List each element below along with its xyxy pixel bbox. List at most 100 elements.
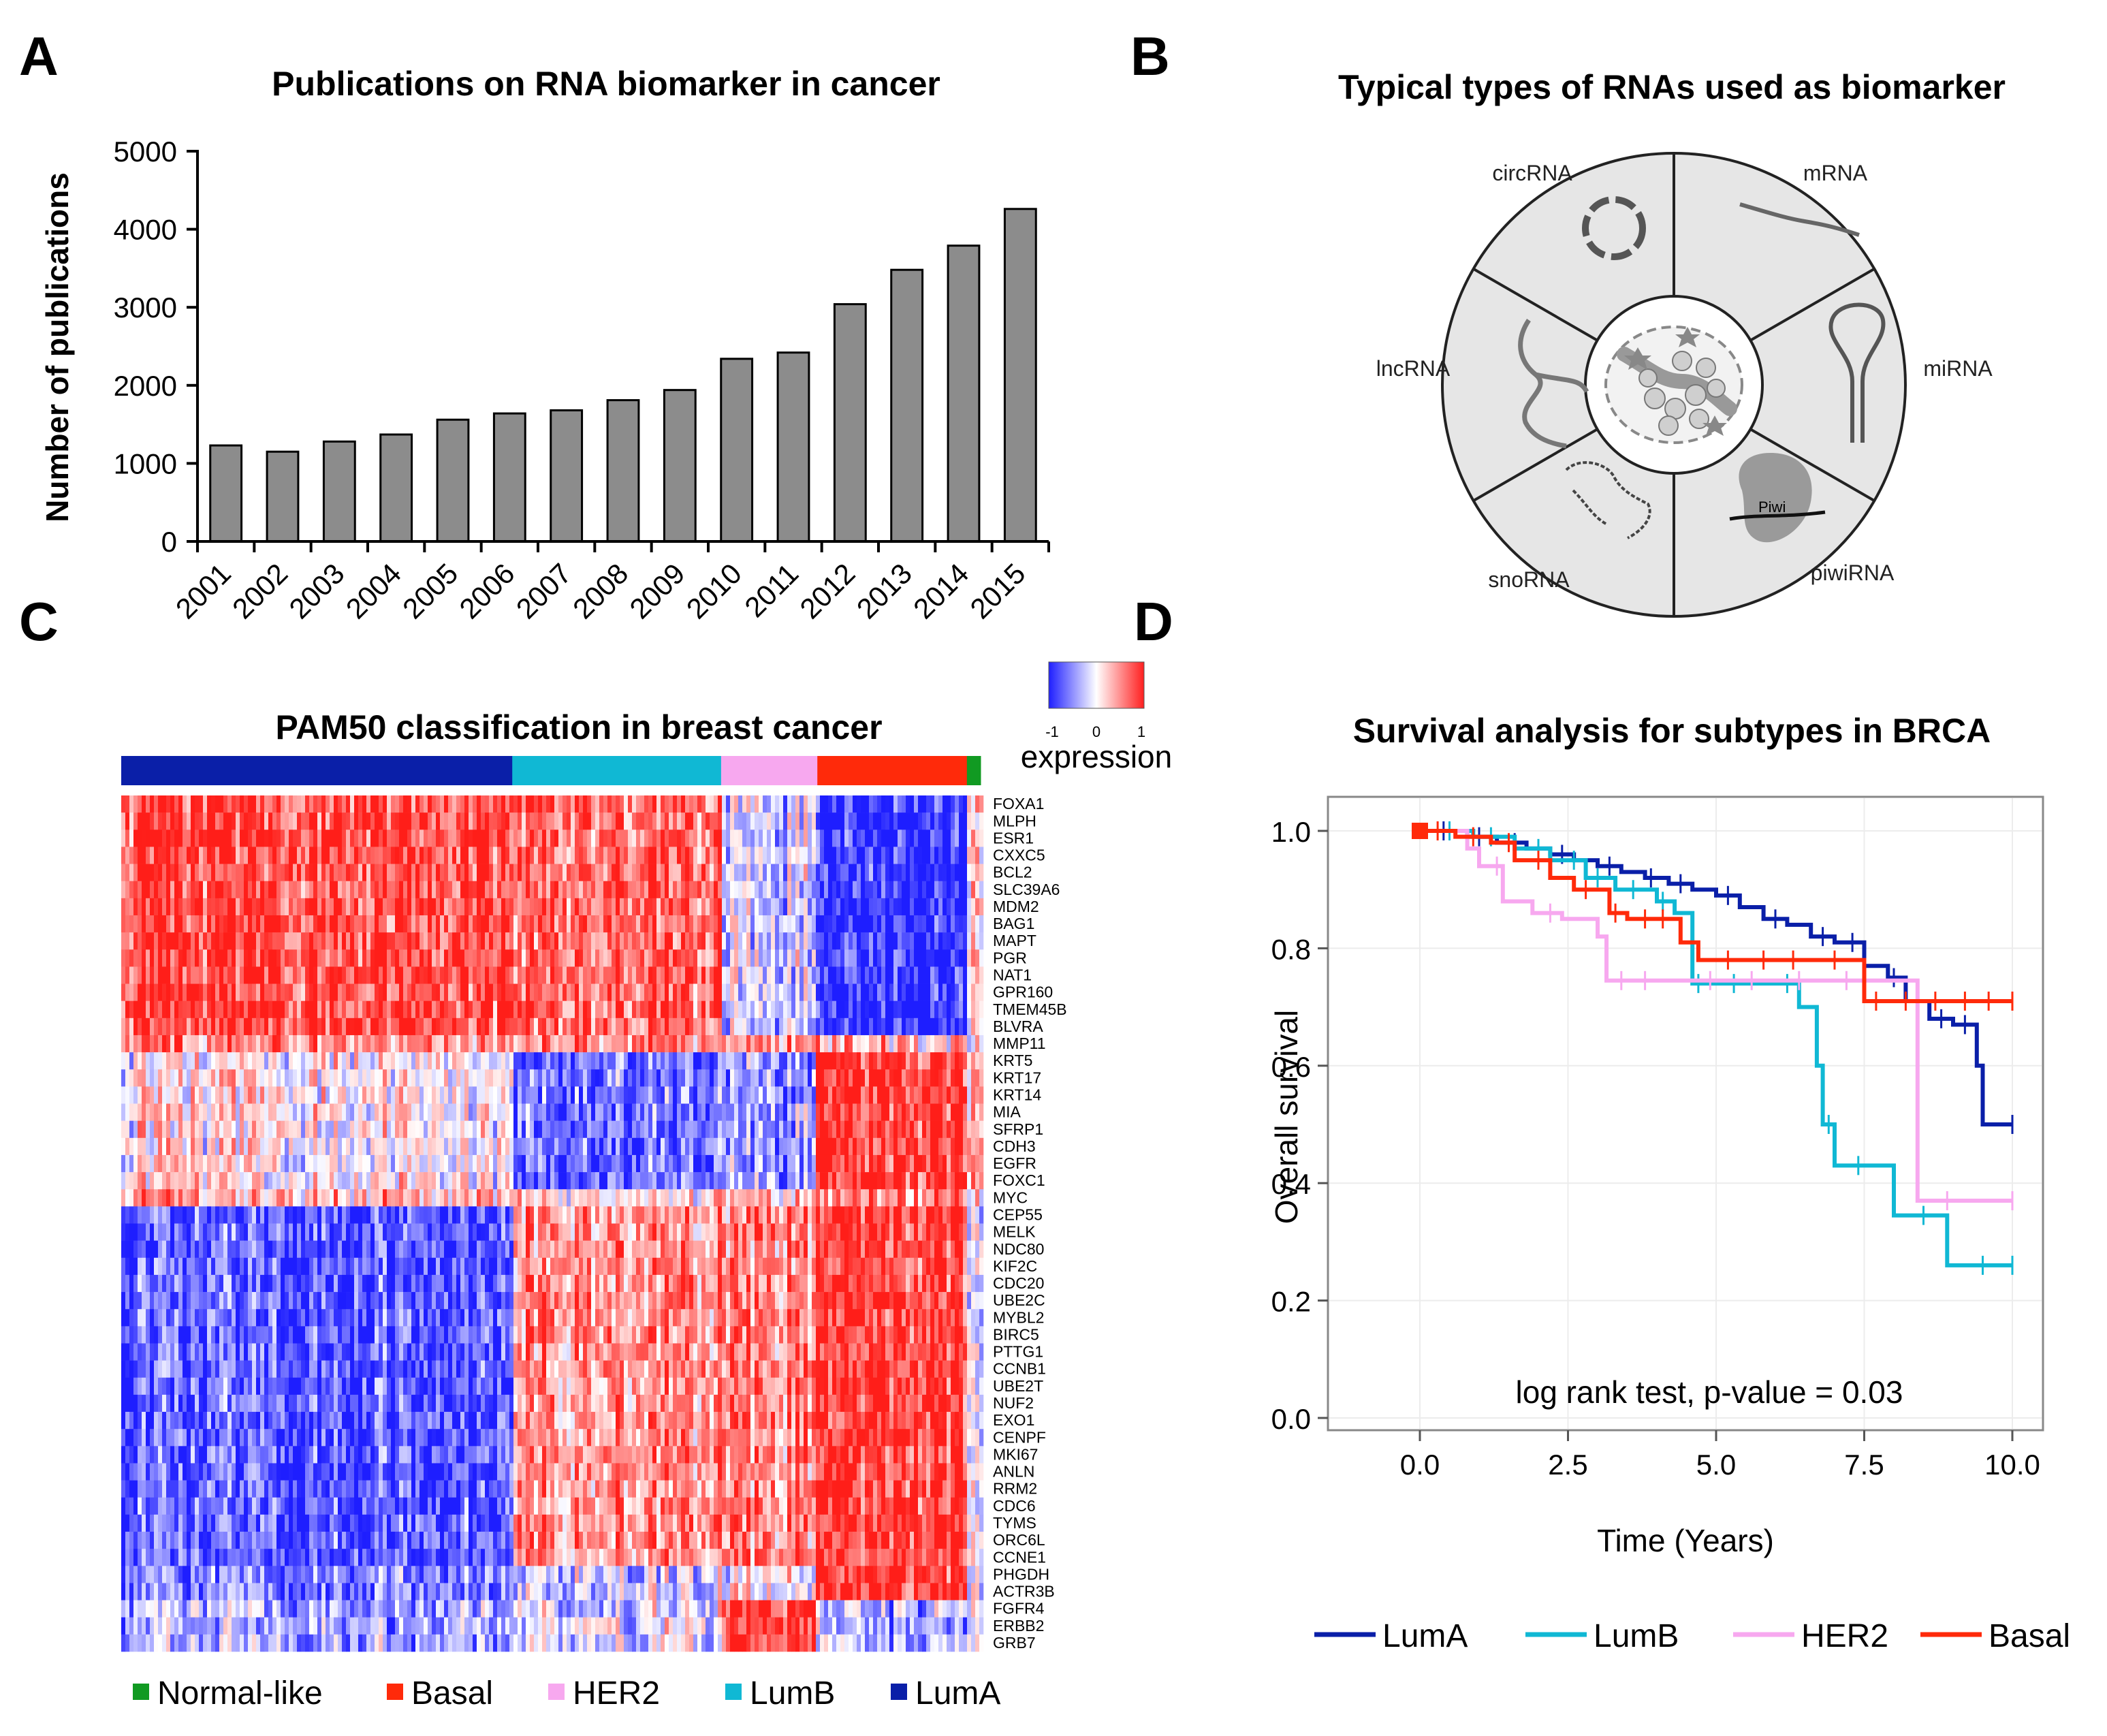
heatmap-cell (473, 1172, 477, 1190)
heatmap-cell (285, 1360, 289, 1378)
heatmap-cell (419, 915, 424, 933)
heatmap-cell (362, 1240, 367, 1259)
heatmap-cell (375, 1103, 379, 1121)
heatmap-cell (187, 1600, 191, 1618)
heatmap-cell (121, 1257, 126, 1276)
heatmap-cell (301, 1394, 306, 1413)
heatmap-cell (142, 1206, 146, 1224)
heatmap-cell (481, 1514, 486, 1532)
heatmap-cell (326, 1120, 330, 1139)
heatmap-cell (301, 1566, 306, 1583)
bar (322, 440, 356, 543)
heatmap-cell (407, 1343, 412, 1361)
heatmap-cell (248, 1069, 253, 1087)
heatmap-cell (432, 1052, 437, 1070)
heatmap-cell (252, 1429, 257, 1447)
heatmap-cell (236, 864, 240, 881)
heatmap-cell (183, 949, 187, 967)
heatmap-cell (178, 966, 183, 984)
heatmap-cell (272, 1514, 277, 1532)
heatmap-cell (379, 1274, 383, 1293)
heatmap-cell (469, 1463, 473, 1481)
heatmap-cell (281, 915, 285, 933)
heatmap-cell (174, 1429, 179, 1447)
heatmap-cell (362, 1617, 367, 1635)
heatmap-cell (244, 966, 249, 984)
heatmap-cell (187, 1052, 191, 1070)
heatmap-cell (219, 898, 224, 916)
heatmap-cell (444, 1000, 449, 1019)
subtype-bar-segment (121, 756, 513, 785)
heatmap-cell (460, 1480, 465, 1498)
heatmap-cell (415, 1137, 420, 1156)
heatmap-cell (346, 1137, 351, 1156)
heatmap-cell (452, 949, 457, 967)
heatmap-cell (223, 983, 228, 1001)
heatmap-cell (158, 1600, 163, 1618)
heatmap-cell (183, 812, 187, 830)
heatmap-cell (236, 1326, 240, 1344)
heatmap-cell (260, 1154, 265, 1173)
heatmap-cell (183, 966, 187, 984)
heatmap-cell (452, 915, 457, 933)
heatmap-cell (289, 795, 294, 813)
heatmap-cell (309, 1120, 314, 1139)
heatmap-cell (215, 830, 220, 847)
x-tick-label: 2013 (851, 557, 918, 625)
heatmap-cell (207, 915, 212, 933)
heatmap-cell (473, 1017, 477, 1036)
heatmap-cell (174, 864, 179, 881)
heatmap-cell (448, 1394, 453, 1413)
heatmap-cell (268, 1120, 273, 1139)
heatmap-cell (326, 1257, 330, 1276)
heatmap-cell (191, 1103, 195, 1121)
heatmap-cell (248, 1326, 253, 1344)
heatmap-cell (436, 1223, 441, 1241)
heatmap-cell (174, 1137, 179, 1156)
heatmap-cell (268, 1412, 273, 1430)
heatmap-cell (142, 1137, 146, 1156)
subtype-bar-segment (512, 756, 722, 785)
heatmap-cell (240, 1172, 244, 1190)
heatmap-cell (236, 1103, 240, 1121)
heatmap-cell (121, 1154, 126, 1173)
heatmap-cell (301, 1532, 306, 1549)
heatmap-cell (305, 1446, 310, 1464)
heatmap-cell (317, 1292, 322, 1310)
heatmap-cell (232, 1240, 236, 1259)
heatmap-cell (444, 915, 449, 933)
heatmap-cell (342, 1223, 347, 1241)
heatmap-cell (256, 1514, 261, 1532)
heatmap-cell (489, 1223, 494, 1241)
heatmap-cell (497, 864, 502, 881)
heatmap-cell (354, 1463, 359, 1481)
heatmap-cell (444, 1206, 449, 1224)
heatmap-cell (432, 1069, 437, 1087)
heatmap-cell (138, 830, 142, 847)
heatmap-cell (456, 1360, 461, 1378)
heatmap-cell (362, 1017, 367, 1036)
heatmap-cell (248, 1154, 253, 1173)
heatmap-cell (436, 1412, 441, 1430)
heatmap-cell (142, 1189, 146, 1207)
heatmap-cell (170, 847, 175, 864)
heatmap-cell (387, 1532, 392, 1549)
heatmap-cell (154, 1206, 159, 1224)
heatmap-cell (497, 1583, 502, 1600)
heatmap-cell (305, 915, 310, 933)
heatmap-cell (334, 1292, 338, 1310)
heatmap-cell (444, 1463, 449, 1481)
heatmap-cell (513, 1017, 518, 1036)
heatmap-cell (268, 1566, 273, 1583)
heatmap-cell (407, 1446, 412, 1464)
heatmap-cell (240, 1377, 244, 1395)
heatmap-cell (252, 1223, 257, 1241)
heatmap-cell (133, 1429, 138, 1447)
heatmap-cell (326, 1463, 330, 1481)
heatmap-cell (297, 1189, 302, 1207)
heatmap-cell (383, 983, 387, 1001)
heatmap-cell (166, 983, 171, 1001)
heatmap-cell (399, 1429, 404, 1447)
heatmap-cell (358, 795, 363, 813)
heatmap-cell (125, 830, 130, 847)
